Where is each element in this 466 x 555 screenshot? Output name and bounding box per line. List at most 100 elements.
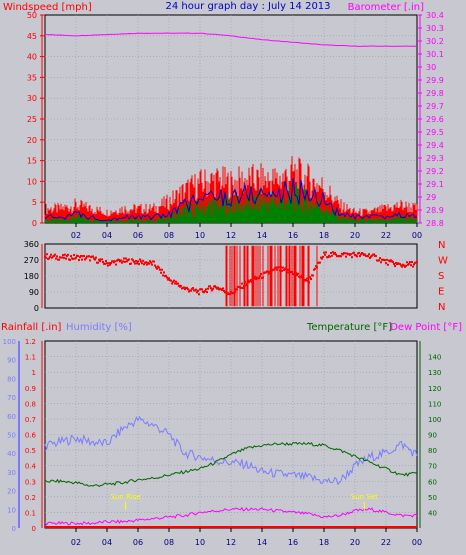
direction-point <box>252 279 254 282</box>
direction-point <box>131 258 133 261</box>
x-tick-label: 02 <box>71 538 81 547</box>
direction-point <box>118 258 120 261</box>
direction-point <box>172 280 174 283</box>
direction-point <box>145 261 147 264</box>
direction-point <box>64 253 66 256</box>
direction-point <box>149 260 151 263</box>
direction-point <box>384 259 386 262</box>
direction-point <box>319 261 321 264</box>
direction-point <box>54 253 56 256</box>
direction-point <box>276 268 278 271</box>
compass-label: N <box>438 240 445 251</box>
chart-marks <box>18 14 422 532</box>
x-tick-label: 12 <box>226 231 236 240</box>
direction-point <box>305 279 307 282</box>
direction-point <box>412 265 414 268</box>
direction-point <box>244 281 246 284</box>
sun-annotation-label: Sun Set <box>351 493 378 501</box>
direction-point <box>99 260 101 263</box>
humidity-tick-label: 60 <box>7 413 16 421</box>
direction-point <box>48 257 50 260</box>
rain-tick-label: 1.2 <box>25 338 36 346</box>
direction-point <box>236 288 238 291</box>
direction-point <box>258 277 260 280</box>
direction-point <box>62 254 64 257</box>
direction-point <box>344 252 346 255</box>
temperature-tick-label: 110 <box>428 400 441 408</box>
direction-point <box>142 259 144 262</box>
barometer-tick-label: 28.9 <box>426 206 444 215</box>
direction-point <box>394 265 396 268</box>
direction-point <box>295 272 297 275</box>
direction-point <box>405 264 407 267</box>
direction-point <box>196 291 198 294</box>
direction-point <box>316 266 318 269</box>
direction-point <box>267 270 269 273</box>
direction-point <box>401 265 403 268</box>
direction-point <box>389 260 391 263</box>
x-tick-label: 16 <box>288 538 298 547</box>
direction-point <box>375 255 377 258</box>
direction-point <box>157 265 159 268</box>
direction-point <box>174 282 176 285</box>
rain-tick-label: 0.2 <box>25 494 36 502</box>
temperature-tick-label: 100 <box>428 416 441 424</box>
direction-point <box>275 266 277 269</box>
direction-point <box>204 290 206 293</box>
humidity-tick-label: 10 <box>7 506 16 514</box>
direction-point <box>50 253 52 256</box>
direction-point <box>170 279 172 282</box>
direction-point <box>390 259 392 262</box>
direction-point <box>370 255 372 258</box>
compass-label: N <box>438 302 445 313</box>
direction-point <box>140 260 142 263</box>
direction-point <box>187 288 189 291</box>
temperature-tick-label: 80 <box>428 447 437 455</box>
temperature-axis-label: Temperature [°F] <box>306 322 392 333</box>
barometer-axis-label: Barometer [.in] <box>348 2 424 13</box>
direction-point <box>356 255 358 258</box>
x-tick-label: 00 <box>412 538 422 547</box>
barometer-tick-label: 29.5 <box>426 128 444 137</box>
direction-point <box>270 271 272 274</box>
direction-point <box>283 269 285 272</box>
direction-point <box>315 265 317 268</box>
humidity-tick-label: 70 <box>7 394 16 402</box>
barometer-line <box>44 32 418 47</box>
temperature-tick-label: 130 <box>428 369 441 377</box>
direction-point <box>105 260 107 263</box>
barometer-tick-label: 29 <box>426 193 436 202</box>
direction-point <box>109 263 111 266</box>
direction-point <box>293 273 295 276</box>
compass-label: W <box>438 256 448 267</box>
direction-point <box>166 276 168 279</box>
barometer-tick-label: 30.2 <box>426 37 444 46</box>
windspeed-tick-label: 30 <box>27 94 37 103</box>
direction-point <box>281 269 283 272</box>
direction-point <box>73 254 75 257</box>
direction-point <box>385 262 387 265</box>
direction-point <box>230 290 232 293</box>
direction-point <box>151 263 153 266</box>
temperature-line <box>44 441 418 488</box>
direction-point <box>253 277 255 280</box>
rain-tick-label: 0.8 <box>25 400 36 408</box>
temperature-tick-label: 60 <box>428 478 437 486</box>
windspeed-line <box>44 178 417 222</box>
barometer-tick-label: 29.7 <box>426 102 444 111</box>
direction-point <box>78 259 80 262</box>
direction-point <box>159 268 161 271</box>
direction-point <box>190 289 192 292</box>
direction-point <box>97 261 99 264</box>
humidity-tick-label: 50 <box>7 432 16 440</box>
direction-point <box>143 263 145 266</box>
direction-point <box>268 272 270 275</box>
direction-point <box>255 278 257 281</box>
x-tick-label: 04 <box>102 231 112 240</box>
direction-point <box>210 287 212 290</box>
barometer-tick-label: 29.2 <box>426 167 444 176</box>
direction-point <box>84 258 86 261</box>
direction-point <box>353 251 355 254</box>
direction-point <box>215 286 217 289</box>
